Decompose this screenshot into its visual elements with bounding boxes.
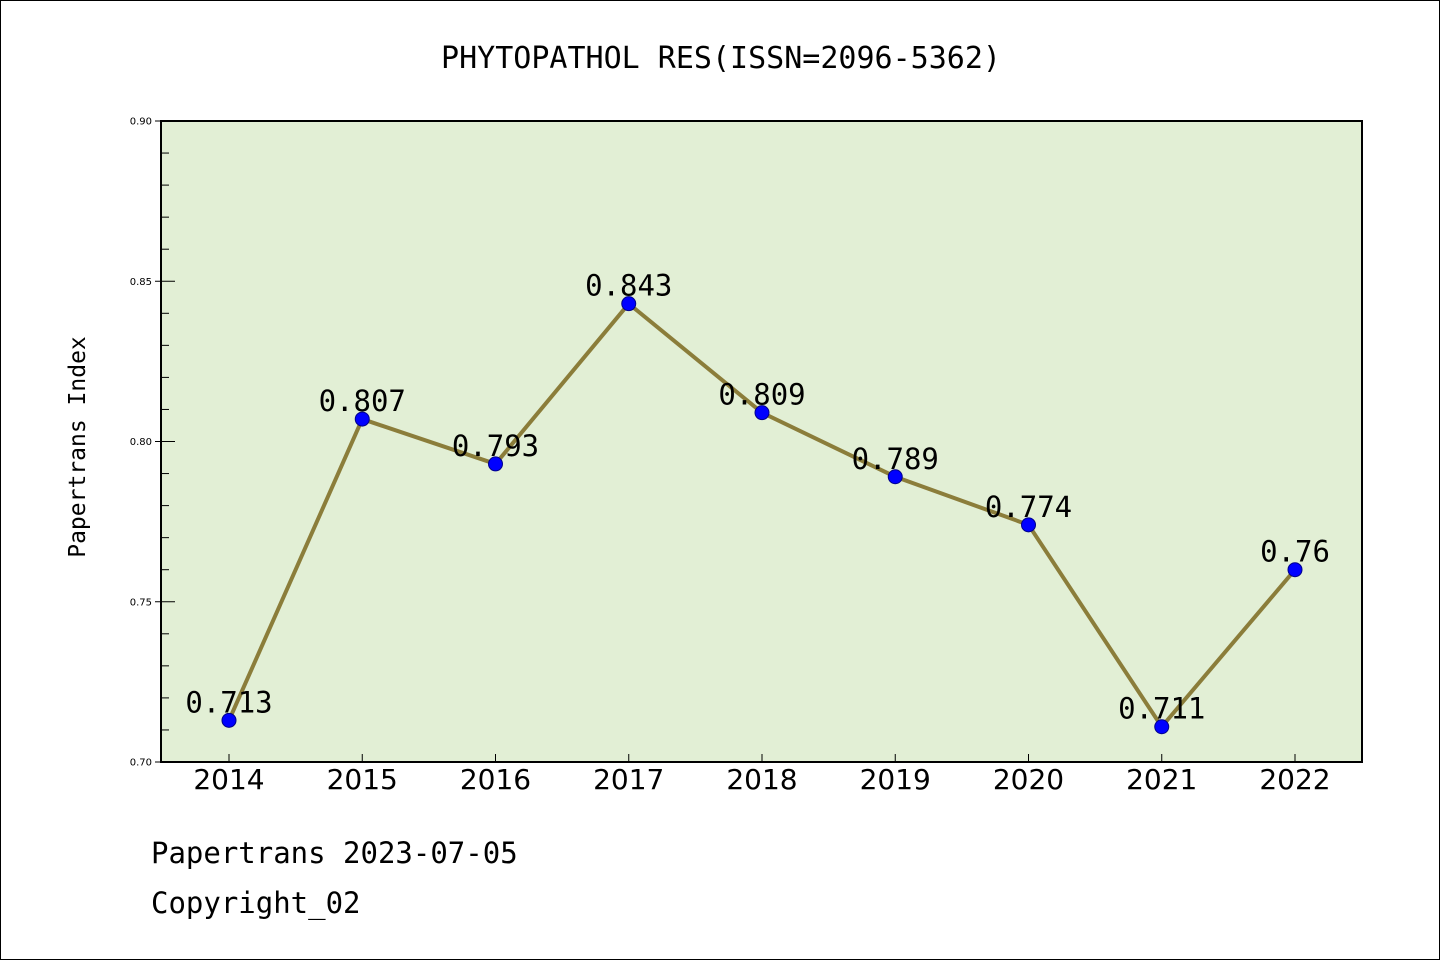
data-label: 0.807: [319, 384, 406, 418]
x-tick-label: 2022: [1259, 763, 1330, 796]
y-tick-label: 0.90: [130, 117, 152, 128]
data-label: 0.809: [718, 378, 805, 412]
y-tick-label: 0.80: [130, 437, 152, 448]
data-label: 0.713: [185, 685, 272, 719]
footer-date-text: Papertrans 2023-07-05: [151, 836, 518, 870]
x-tick-label: 2021: [1126, 763, 1197, 796]
y-tick-label: 0.70: [130, 758, 152, 769]
data-point: [1287, 562, 1303, 578]
data-label: 0.76: [1260, 535, 1330, 569]
data-label: 0.774: [985, 490, 1072, 524]
x-tick-label: 2018: [726, 763, 797, 796]
data-point: [754, 405, 770, 421]
data-point: [1021, 517, 1036, 533]
plot-area: [160, 120, 1363, 763]
data-point: [354, 411, 370, 427]
x-tick-label: 2014: [193, 763, 264, 796]
data-point: [488, 456, 503, 472]
data-label: 0.793: [452, 429, 539, 463]
x-axis-ticks: 2014 2015 2016 2017 2018 2019 2020 2021 2022: [193, 754, 1331, 796]
data-points: [221, 296, 1303, 735]
data-point: [887, 469, 903, 485]
x-tick-label: 2016: [460, 763, 531, 796]
data-label: 0.789: [852, 442, 939, 476]
data-point: [621, 296, 637, 312]
data-label: 0.843: [585, 269, 672, 303]
data-point: [1154, 719, 1170, 735]
x-tick-label: 2019: [860, 763, 931, 796]
data-point: [221, 712, 237, 728]
chart-title: PHYTOPATHOL RES(ISSN=2096-5362): [441, 41, 1001, 76]
x-tick-label: 2020: [993, 763, 1064, 796]
y-tick-label: 0.75: [130, 597, 152, 608]
footer-copyright-text: Copyright_02: [151, 886, 361, 920]
y-tick-label: 0.85: [130, 277, 152, 288]
data-labels: 0.713 0.807 0.793 0.843 0.809 0.789 0.774 0.711…: [185, 269, 1330, 726]
y-minor-ticks: [161, 152, 169, 731]
y-axis-label: Papertrans Index: [65, 336, 91, 558]
data-label: 0.711: [1118, 692, 1205, 726]
x-tick-label: 2015: [327, 763, 398, 796]
x-tick-label: 2017: [593, 763, 664, 796]
y-axis-ticks: 0.70 0.75 0.80 0.85 0.90: [130, 117, 175, 769]
